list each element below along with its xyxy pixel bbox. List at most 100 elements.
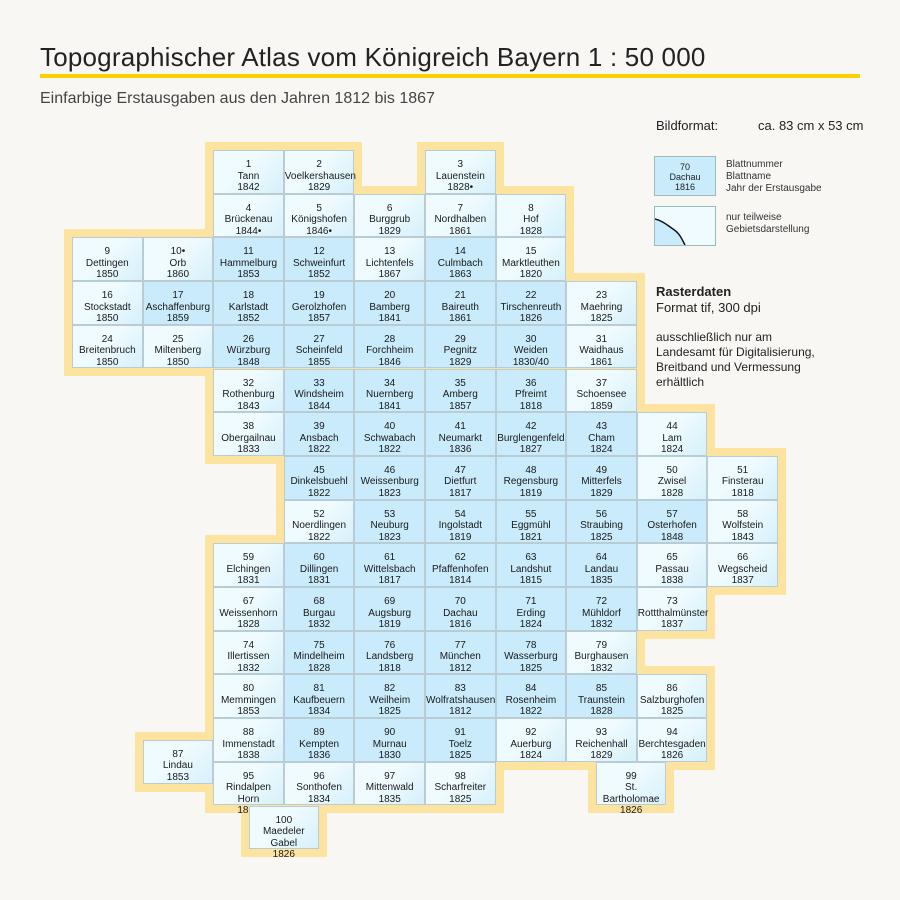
map-sheet-24[interactable]: 24 Breitenbruch 1850 — [72, 324, 143, 369]
map-sheet-85[interactable]: 85 Traunstein 1828 — [566, 674, 637, 719]
map-sheet-11[interactable]: 11 Hammelburg 1853 — [213, 237, 284, 282]
map-sheet-28[interactable]: 28 Forchheim 1846 — [354, 324, 425, 369]
map-sheet-79[interactable]: 79 Burghausen 1832 — [566, 630, 637, 675]
map-sheet-68[interactable]: 68 Burgau 1832 — [283, 587, 355, 631]
map-sheet-87[interactable]: 87 Lindau 1853 — [142, 739, 214, 784]
map-sheet-27[interactable]: 27 Scheinfeld 1855 — [283, 324, 355, 369]
map-sheet-36[interactable]: 36 Pfreimt 1818 — [495, 368, 567, 413]
map-sheet-99[interactable]: 99 St. Bartholomae 1826 — [595, 761, 667, 816]
map-sheet-10[interactable]: 10• Orb 1860 — [142, 237, 214, 282]
map-sheet-75[interactable]: 75 Mindelheim 1828 — [283, 630, 355, 675]
map-sheet-30[interactable]: 30 Weiden 1830/40 — [495, 324, 567, 369]
map-sheet-42[interactable]: 42 Burglengenfeld 1827 — [495, 412, 567, 456]
map-sheet-29[interactable]: 29 Pegnitz 1829 — [425, 324, 496, 369]
map-sheet-72[interactable]: 72 Mühldorf 1832 — [566, 587, 637, 631]
map-sheet-62[interactable]: 62 Pfaffenhofen 1814 — [425, 543, 496, 587]
map-sheet-1[interactable]: 1 Tann 1842 — [213, 150, 284, 194]
map-sheet-65[interactable]: 65 Passau 1838 — [636, 543, 708, 587]
map-sheet-18[interactable]: 18 Karlstadt 1852 — [213, 281, 284, 325]
map-sheet-71[interactable]: 71 Erding 1824 — [495, 587, 567, 631]
map-sheet-5[interactable]: 5 Königshofen 1846• — [283, 193, 355, 238]
map-sheet-2[interactable]: 2 Voelkershausen 1829 — [283, 150, 356, 194]
map-sheet-73[interactable]: 73 Rottthalmünster 1837 — [636, 587, 708, 631]
map-sheet-78[interactable]: 78 Wasserburg 1825 — [495, 630, 567, 675]
map-sheet-38[interactable]: 38 Obergailnau 1833 — [213, 412, 284, 456]
map-sheet-57[interactable]: 57 Osterhofen 1848 — [636, 499, 708, 544]
map-sheet-90[interactable]: 90 Murnau 1830 — [354, 718, 425, 762]
map-sheet-91[interactable]: 91 Toelz 1825 — [425, 718, 496, 762]
map-sheet-63[interactable]: 63 Landshut 1815 — [495, 543, 567, 587]
map-sheet-64[interactable]: 64 Landau 1835 — [566, 543, 637, 587]
map-sheet-40[interactable]: 40 Schwabach 1822 — [354, 412, 425, 456]
map-sheet-55[interactable]: 55 Eggmühl 1821 — [495, 499, 567, 544]
map-sheet-6[interactable]: 6 Burggrub 1829 — [354, 193, 425, 238]
map-sheet-53[interactable]: 53 Neuburg 1823 — [354, 499, 425, 544]
map-sheet-49[interactable]: 49 Mitterfels 1829 — [566, 455, 637, 500]
map-sheet-12[interactable]: 12 Schweinfurt 1852 — [283, 237, 355, 282]
map-sheet-66[interactable]: 66 Wegscheid 1837 — [707, 543, 778, 587]
map-sheet-97[interactable]: 97 Mittenwald 1835 — [354, 761, 425, 806]
map-sheet-4[interactable]: 4 Brückenau 1844• — [213, 193, 284, 238]
map-sheet-98[interactable]: 98 Scharfreiter 1825 — [425, 761, 496, 806]
map-sheet-45[interactable]: 45 Dinkelsbuehl 1822 — [283, 455, 355, 500]
map-sheet-58[interactable]: 58 Wolfstein 1843 — [707, 499, 778, 544]
map-sheet-69[interactable]: 69 Augsburg 1819 — [354, 587, 425, 631]
map-sheet-50[interactable]: 50 Zwisel 1828 — [636, 455, 708, 500]
map-sheet-100[interactable]: 100 Maedeler Gabel 1826 — [248, 805, 320, 860]
map-sheet-61[interactable]: 61 Wittelsbach 1817 — [354, 543, 425, 587]
map-sheet-9[interactable]: 9 Dettingen 1850 — [72, 237, 143, 282]
map-sheet-43[interactable]: 43 Cham 1824 — [566, 412, 637, 456]
map-sheet-20[interactable]: 20 Bamberg 1841 — [354, 281, 425, 325]
map-sheet-16[interactable]: 16 Stockstadt 1850 — [72, 281, 143, 325]
map-sheet-67[interactable]: 67 Weissenhorn 1828 — [213, 587, 284, 631]
map-sheet-70[interactable]: 70 Dachau 1816 — [425, 587, 496, 631]
map-sheet-32[interactable]: 32 Rothenburg 1843 — [213, 368, 284, 413]
map-sheet-15[interactable]: 15 Marktleuthen 1820 — [495, 237, 567, 282]
map-sheet-56[interactable]: 56 Straubing 1825 — [566, 499, 637, 544]
map-sheet-19[interactable]: 19 Gerolzhofen 1857 — [283, 281, 355, 325]
map-sheet-44[interactable]: 44 Lam 1824 — [636, 412, 708, 456]
map-sheet-94[interactable]: 94 Berchtesgaden 1826 — [636, 718, 708, 762]
map-sheet-17[interactable]: 17 Aschaffenburg 1859 — [142, 281, 214, 325]
map-sheet-81[interactable]: 81 Kaufbeuern 1834 — [283, 674, 355, 719]
map-sheet-34[interactable]: 34 Nuernberg 1841 — [354, 368, 425, 413]
map-sheet-86[interactable]: 86 Salzburghofen 1825 — [636, 674, 708, 719]
map-sheet-84[interactable]: 84 Rosenheim 1822 — [495, 674, 567, 719]
map-sheet-47[interactable]: 47 Dietfurt 1817 — [425, 455, 496, 500]
map-sheet-60[interactable]: 60 Dillingen 1831 — [283, 543, 355, 587]
map-sheet-14[interactable]: 14 Culmbach 1863 — [425, 237, 496, 282]
map-sheet-88[interactable]: 88 Immenstadt 1838 — [213, 718, 284, 762]
map-sheet-37[interactable]: 37 Schoensee 1859 — [566, 368, 637, 413]
map-sheet-33[interactable]: 33 Windsheim 1844 — [283, 368, 355, 413]
map-sheet-59[interactable]: 59 Elchingen 1831 — [213, 543, 284, 587]
map-sheet-80[interactable]: 80 Memmingen 1853 — [213, 674, 284, 719]
map-sheet-21[interactable]: 21 Baireuth 1861 — [425, 281, 496, 325]
map-sheet-76[interactable]: 76 Landsberg 1818 — [354, 630, 425, 675]
map-sheet-3[interactable]: 3 Lauenstein 1828• — [425, 150, 496, 194]
map-sheet-74[interactable]: 74 Illertissen 1832 — [213, 630, 284, 675]
map-sheet-82[interactable]: 82 Weilheim 1825 — [354, 674, 425, 719]
map-sheet-93[interactable]: 93 Reichenhall 1829 — [566, 718, 637, 762]
map-sheet-54[interactable]: 54 Ingolstadt 1819 — [425, 499, 496, 544]
map-sheet-7[interactable]: 7 Nordhalben 1861 — [425, 193, 496, 238]
map-sheet-48[interactable]: 48 Regensburg 1819 — [495, 455, 567, 500]
map-sheet-41[interactable]: 41 Neumarkt 1836 — [425, 412, 496, 456]
map-sheet-23[interactable]: 23 Maehring 1825 — [566, 281, 637, 325]
map-sheet-77[interactable]: 77 München 1812 — [425, 630, 496, 675]
map-sheet-22[interactable]: 22 Tirschenreuth 1826 — [495, 281, 567, 325]
map-sheet-51[interactable]: 51 Finsterau 1818 — [707, 455, 778, 500]
map-sheet-35[interactable]: 35 Amberg 1857 — [425, 368, 496, 413]
map-sheet-46[interactable]: 46 Weissenburg 1823 — [354, 455, 425, 500]
map-sheet-89[interactable]: 89 Kempten 1836 — [283, 718, 355, 762]
map-sheet-13[interactable]: 13 Lichtenfels 1867 — [354, 237, 425, 282]
map-sheet-92[interactable]: 92 Auerburg 1824 — [495, 718, 567, 762]
map-sheet-26[interactable]: 26 Würzburg 1848 — [213, 324, 284, 369]
map-sheet-39[interactable]: 39 Ansbach 1822 — [283, 412, 355, 456]
map-sheet-25[interactable]: 25 Miltenberg 1850 — [142, 324, 214, 369]
map-sheet-96[interactable]: 96 Sonthofen 1834 — [283, 761, 355, 806]
map-sheet-52[interactable]: 52 Noerdlingen 1822 — [283, 499, 355, 544]
map-sheet-31[interactable]: 31 Waidhaus 1861 — [566, 324, 637, 369]
map-sheet-8[interactable]: 8 Hof 1828 — [495, 193, 567, 238]
map-sheet-83[interactable]: 83 Wolfratshausen 1812 — [425, 674, 496, 719]
